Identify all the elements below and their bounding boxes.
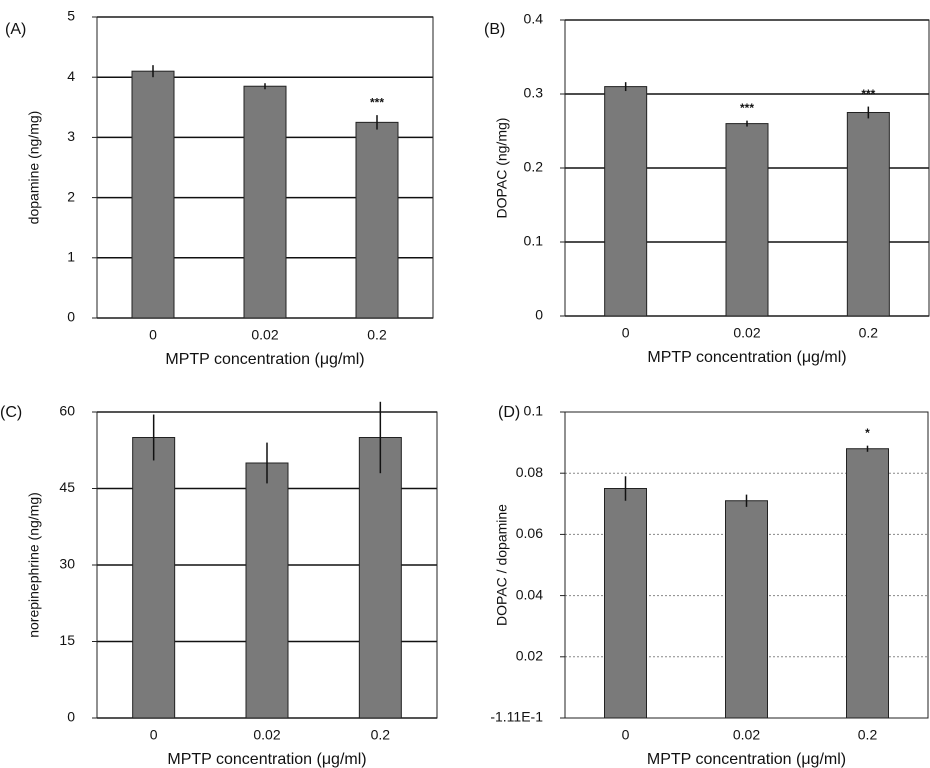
bar [131, 70, 175, 319]
x-tick-label: 0.02 [251, 327, 278, 343]
y-tick-label: 0.04 [516, 586, 543, 602]
x-axis-label: MPTP concentration (μg/ml) [165, 351, 364, 368]
x-tick-label: 0.2 [859, 325, 879, 341]
x-tick-label: 0.02 [253, 727, 280, 743]
x-tick-label: 0 [149, 327, 157, 343]
y-tick-label: 4 [67, 68, 75, 84]
y-tick-label: 1 [67, 249, 75, 265]
y-tick-label: 0.02 [516, 648, 543, 664]
y-tick-label: 0.4 [524, 11, 544, 27]
x-axis-label: MPTP concentration (μg/ml) [167, 751, 366, 768]
panel-label: (B) [484, 21, 505, 38]
y-tick-label: 5 [67, 8, 75, 24]
y-axis-label: dopamine (ng/mg) [26, 111, 42, 225]
x-tick-label: 0 [150, 727, 158, 743]
x-tick-label: 0.2 [367, 327, 387, 343]
y-tick-label: 45 [59, 479, 75, 495]
y-tick-label: 15 [59, 632, 75, 648]
panel-label: (D) [498, 404, 520, 421]
x-tick-label: 0.2 [371, 727, 391, 743]
y-tick-label: 0 [535, 307, 543, 323]
x-tick-label: 0.02 [733, 727, 760, 743]
y-tick-label: 0.2 [524, 159, 544, 175]
x-tick-label: 0 [622, 325, 630, 341]
panel-label: (A) [5, 21, 26, 38]
bar [245, 462, 289, 719]
bar [604, 86, 648, 317]
bar [725, 500, 768, 719]
y-axis-label: DOPAC / dopamine [494, 504, 510, 626]
y-tick-label: 0.06 [516, 525, 543, 541]
bar [725, 123, 769, 317]
y-axis-label: DOPAC (ng/mg) [494, 118, 510, 219]
x-tick-label: 0 [622, 727, 630, 743]
y-tick-label: 0.1 [524, 233, 544, 249]
x-axis-label: MPTP concentration (μg/ml) [647, 751, 846, 768]
y-tick-label: 30 [59, 556, 75, 572]
significance-label: * [865, 426, 870, 440]
y-tick-label: 0 [67, 309, 75, 325]
bar [243, 85, 287, 319]
y-tick-label: 2 [67, 188, 75, 204]
y-tick-label: 60 [59, 403, 75, 419]
bar [846, 448, 889, 719]
y-tick-label: 0 [67, 709, 75, 725]
significance-label: *** [370, 95, 384, 109]
bar [846, 112, 890, 317]
panel-label: (C) [0, 404, 22, 421]
bar [355, 121, 399, 319]
bar [604, 488, 647, 719]
y-tick-label: 0.08 [516, 464, 543, 480]
y-tick-label: 0.3 [524, 85, 544, 101]
bar [132, 437, 176, 719]
significance-label: *** [861, 87, 875, 101]
x-tick-label: 0.2 [858, 727, 878, 743]
bar [358, 437, 402, 719]
y-axis-label: norepinephrine (ng/mg) [26, 492, 42, 638]
y-tick-label: -1.11E-1 [490, 709, 543, 725]
y-tick-label: 3 [67, 128, 75, 144]
significance-label: *** [740, 101, 754, 115]
x-tick-label: 0.02 [733, 325, 760, 341]
x-axis-label: MPTP concentration (μg/ml) [647, 349, 846, 366]
y-tick-label: 0.1 [524, 403, 544, 419]
